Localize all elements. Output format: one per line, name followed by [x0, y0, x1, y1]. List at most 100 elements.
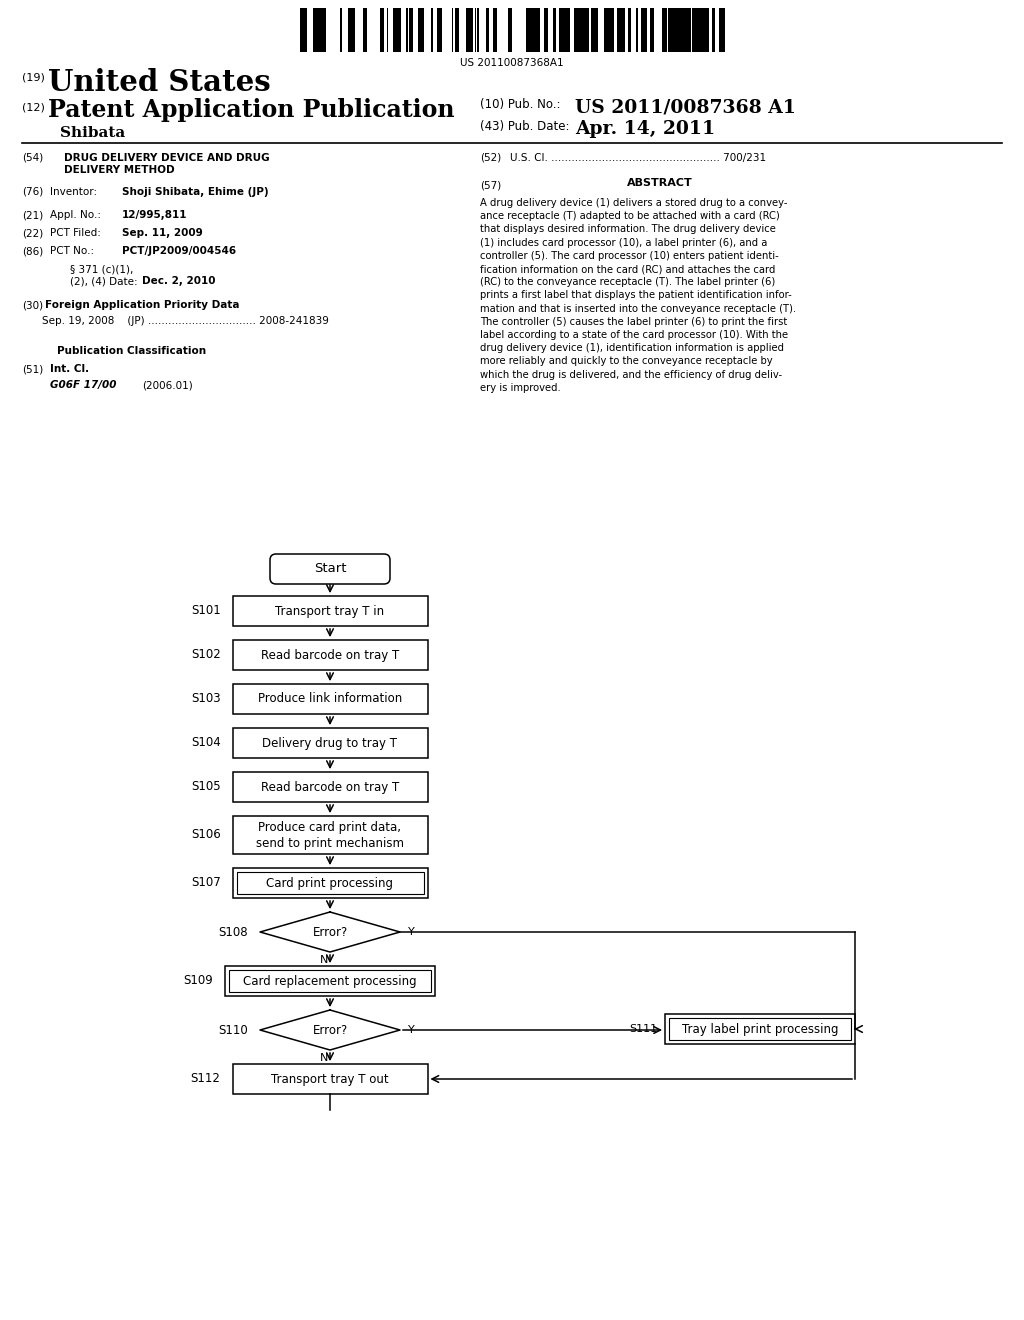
Bar [440, 8, 442, 51]
Text: The controller (5) causes the label printer (6) to print the first: The controller (5) causes the label prin… [480, 317, 787, 327]
Bar [232, 1064, 427, 1094]
Bar [566, 8, 569, 51]
Bar [300, 8, 304, 51]
Bar [692, 8, 695, 51]
Text: PCT Filed:: PCT Filed: [50, 228, 101, 238]
Text: (2006.01): (2006.01) [142, 380, 193, 389]
Bar [362, 8, 367, 51]
Bar [466, 8, 470, 51]
Text: U.S. Cl. .................................................. 700/231: U.S. Cl. ...............................… [510, 153, 766, 162]
Text: DRUG DELIVERY DEVICE AND DRUG: DRUG DELIVERY DEVICE AND DRUG [63, 153, 269, 162]
Text: S107: S107 [190, 876, 220, 890]
Text: Read barcode on tray T: Read barcode on tray T [261, 648, 399, 661]
Bar [322, 8, 326, 51]
Bar [579, 8, 581, 51]
Text: Transport tray T in: Transport tray T in [275, 605, 385, 618]
Text: Delivery drug to tray T: Delivery drug to tray T [262, 737, 397, 750]
Bar [665, 1014, 855, 1044]
Bar [352, 8, 355, 51]
Bar [493, 8, 496, 51]
Text: Card print processing: Card print processing [266, 876, 393, 890]
Text: Foreign Application Priority Data: Foreign Application Priority Data [45, 300, 240, 310]
Bar [406, 8, 408, 51]
Text: (43) Pub. Date:: (43) Pub. Date: [480, 120, 569, 133]
Text: Shoji Shibata, Ehime (JP): Shoji Shibata, Ehime (JP) [122, 187, 268, 197]
Bar [509, 8, 512, 51]
Bar [314, 8, 317, 51]
Text: (30): (30) [22, 300, 43, 310]
Bar [553, 8, 556, 51]
Bar [641, 8, 645, 51]
Text: S104: S104 [190, 737, 220, 750]
Bar [486, 8, 489, 51]
Text: (76): (76) [22, 187, 43, 197]
Bar [535, 8, 538, 51]
Text: S106: S106 [190, 829, 220, 842]
Bar [672, 8, 676, 51]
Text: Y: Y [408, 1026, 415, 1035]
Bar [574, 8, 575, 51]
Text: Appl. No.:: Appl. No.: [50, 210, 101, 220]
Bar [719, 8, 722, 51]
Bar [664, 8, 667, 51]
Text: Sep. 11, 2009: Sep. 11, 2009 [122, 228, 203, 238]
Text: fication information on the card (RC) and attaches the card: fication information on the card (RC) an… [480, 264, 775, 275]
Text: Sep. 19, 2008    (JP) ................................ 2008-241839: Sep. 19, 2008 (JP) .....................… [42, 315, 329, 326]
Bar [528, 8, 532, 51]
Text: S103: S103 [190, 693, 220, 705]
Text: Patent Application Publication: Patent Application Publication [48, 98, 455, 121]
Text: US 2011/0087368 A1: US 2011/0087368 A1 [575, 98, 796, 116]
Bar [470, 8, 473, 51]
Text: Tray label print processing: Tray label print processing [682, 1023, 839, 1035]
Text: S105: S105 [190, 780, 220, 793]
Bar [340, 8, 342, 51]
Text: S102: S102 [190, 648, 220, 661]
Bar [526, 8, 528, 51]
Text: Produce card print data,
send to print mechanism: Produce card print data, send to print m… [256, 821, 404, 850]
Bar [676, 8, 680, 51]
Text: label according to a state of the card processor (10). With the: label according to a state of the card p… [480, 330, 788, 341]
Bar [232, 640, 427, 671]
Text: (22): (22) [22, 228, 43, 238]
Text: G06F 17/00: G06F 17/00 [50, 380, 117, 389]
Bar [591, 8, 595, 51]
Bar [611, 8, 613, 51]
Text: Publication Classification: Publication Classification [57, 346, 207, 356]
Text: S110: S110 [218, 1023, 248, 1036]
Text: Read barcode on tray T: Read barcode on tray T [261, 780, 399, 793]
Text: Dec. 2, 2010: Dec. 2, 2010 [142, 276, 215, 286]
Bar [650, 8, 654, 51]
Text: S101: S101 [190, 605, 220, 618]
Bar [707, 8, 709, 51]
Text: ery is improved.: ery is improved. [480, 383, 561, 393]
Text: (21): (21) [22, 210, 43, 220]
Bar [575, 8, 579, 51]
Text: Int. Cl.: Int. Cl. [50, 364, 89, 374]
Bar [455, 8, 459, 51]
Text: (RC) to the conveyance receptacle (T). The label printer (6): (RC) to the conveyance receptacle (T). T… [480, 277, 775, 288]
Text: A drug delivery device (1) delivers a stored drug to a convey-: A drug delivery device (1) delivers a st… [480, 198, 787, 209]
Bar [662, 8, 664, 51]
Text: Apr. 14, 2011: Apr. 14, 2011 [575, 120, 715, 139]
FancyBboxPatch shape [270, 554, 390, 583]
Bar [607, 8, 611, 51]
Text: which the drug is delivered, and the efficiency of drug deliv-: which the drug is delivered, and the eff… [480, 370, 782, 380]
Bar [348, 8, 350, 51]
Bar [317, 8, 319, 51]
Text: United States: United States [48, 69, 270, 96]
Bar [680, 8, 683, 51]
Bar [583, 8, 587, 51]
Bar [617, 8, 621, 51]
Bar [319, 8, 321, 51]
Text: Y: Y [408, 927, 415, 937]
Text: 12/995,811: 12/995,811 [122, 210, 187, 220]
Bar [422, 8, 424, 51]
Bar [397, 8, 399, 51]
Bar [688, 8, 690, 51]
Bar [237, 873, 424, 894]
Text: Transport tray T out: Transport tray T out [271, 1072, 389, 1085]
Bar [699, 8, 703, 51]
Text: Shibata: Shibata [60, 125, 125, 140]
Text: that displays desired information. The drug delivery device: that displays desired information. The d… [480, 224, 776, 235]
Text: PCT/JP2009/004546: PCT/JP2009/004546 [122, 246, 237, 256]
